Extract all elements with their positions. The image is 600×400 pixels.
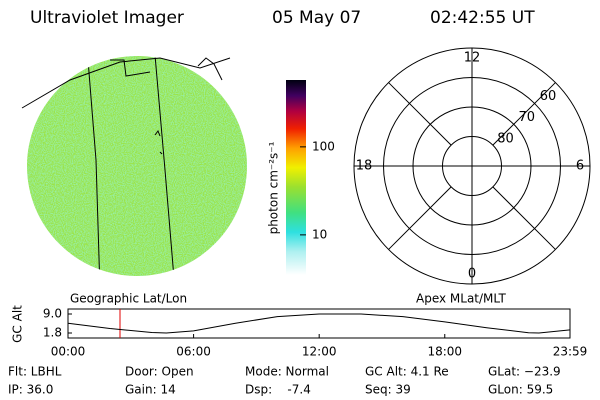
x-tick-label: 12:00 — [302, 345, 337, 359]
emission-disc — [27, 56, 247, 276]
lat-ring — [383, 77, 561, 255]
info-field: Gain: 14 — [125, 383, 176, 397]
map-lines — [87, 56, 176, 276]
info-field: IP: 36.0 — [8, 383, 53, 397]
info-field: Flt: LBHL — [8, 365, 62, 379]
info-field: GLat: −23.9 — [488, 365, 561, 379]
polar-diagonal — [492, 82, 556, 146]
colorbar-label: photon cm⁻²s⁻¹ — [267, 141, 281, 234]
lat-label: 80 — [497, 131, 514, 146]
x-tick-label: 00:00 — [51, 345, 86, 359]
colorbar-tick-label: 10 — [312, 227, 327, 241]
header: Ultraviolet Imager 05 May 07 02:42:55 UT — [30, 8, 535, 28]
info-field: Door: Open — [125, 365, 194, 379]
polar-diagonal — [388, 82, 452, 146]
polar-diagonal — [492, 186, 556, 250]
info-field: Dsp: -7.4 — [245, 383, 311, 397]
info-field: GC Alt: 4.1 Re — [365, 365, 449, 379]
altitude-frame: GC Alt — [11, 305, 571, 343]
altitude-box — [67, 308, 571, 339]
colorbar-gradient — [286, 80, 306, 275]
lat-label: 60 — [540, 89, 557, 104]
x-tick-label: 18:00 — [427, 345, 462, 359]
instrument: Ultraviolet Imager — [30, 8, 184, 28]
uv-image — [21, 56, 247, 276]
info-field: Mode: Normal — [245, 365, 329, 379]
left-panel-label: Geographic Lat/Lon — [70, 292, 187, 306]
mlt-label: 6 — [576, 159, 584, 174]
info-field: GLon: 59.5 — [488, 383, 553, 397]
colorbar: photon cm⁻²s⁻¹ — [267, 80, 306, 275]
altitude-ylabel: GC Alt — [11, 305, 25, 343]
island — [154, 129, 163, 155]
lat-label: 70 — [518, 110, 535, 125]
y-tick-label: 1.8 — [43, 326, 62, 340]
altitude-line — [67, 313, 571, 334]
x-tick-label: 06:00 — [176, 345, 211, 359]
border — [110, 57, 223, 81]
right-panel-label: Apex MLat/MLT — [416, 292, 506, 306]
lat-ring — [442, 136, 502, 196]
polar-diagonal — [388, 186, 452, 250]
coastline — [21, 57, 231, 109]
date: 05 May 07 — [272, 8, 361, 28]
info-field: Seq: 39 — [365, 383, 411, 397]
time: 02:42:55 UT — [430, 8, 535, 28]
colorbar-tick-label: 100 — [312, 139, 335, 153]
y-tick-label: 9.0 — [43, 307, 62, 321]
mlt-label: 18 — [356, 159, 373, 174]
x-tick-label: 23:59 — [553, 345, 588, 359]
lat-ring — [412, 106, 532, 226]
mlt-label: 0 — [468, 267, 476, 282]
mlt-label: 12 — [464, 51, 481, 66]
info-panel: Flt: LBHL Door: Open Mode: Normal GC Alt: 4… — [8, 365, 561, 397]
